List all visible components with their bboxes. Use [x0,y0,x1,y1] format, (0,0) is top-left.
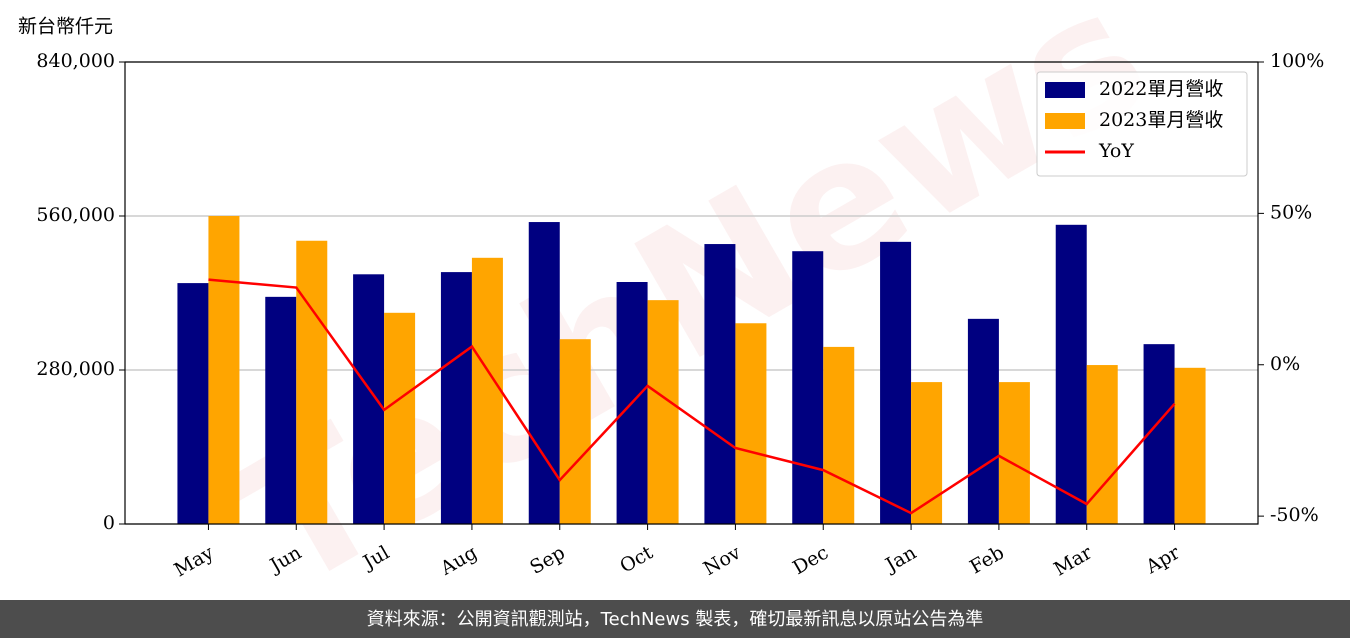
bar [704,244,736,525]
x-tick-label: Jan [880,542,920,578]
y2-tick-label: 0% [1270,353,1300,375]
legend-swatch [1045,82,1085,98]
x-tick-label: Sep [526,542,569,579]
x-tick-label: Apr [1141,541,1184,578]
y-tick-label: 0 [103,512,115,534]
bar [998,382,1030,524]
bar [559,339,591,524]
bar [440,272,472,524]
bar [384,312,416,524]
legend-label: 2023單月營收 [1099,109,1223,131]
bar [296,240,328,524]
y-tick-label: 560,000 [36,204,115,226]
x-tick-label: Feb [966,542,1008,579]
bar [967,318,999,524]
bar [1174,367,1206,524]
y2-tick-label: 50% [1270,201,1312,223]
bar [647,300,679,524]
legend-label: 2022單月營收 [1099,78,1223,100]
bar [880,241,912,524]
x-tick-label: Oct [616,541,657,577]
bar [471,257,503,524]
legend-label: YoY [1098,140,1134,162]
source-note: 資料來源：公開資訊觀測站，TechNews 製表，確切最新訊息以原站公告為準 [367,609,984,630]
legend-box [1036,71,1248,177]
bar [1055,224,1087,525]
x-tick-label: Mar [1050,541,1096,580]
y2-tick-label: 100% [1270,50,1324,72]
x-tick-label: May [170,541,217,581]
legend-swatch [1045,113,1085,129]
x-tick-label: Nov [700,541,745,580]
bar [911,382,943,524]
y-axis-label: 新台幣仟元 [18,16,113,38]
bar [177,283,209,524]
bar [265,296,297,524]
bar [353,274,385,524]
bar [528,222,560,525]
plot-frame [124,61,1259,525]
bar [792,251,824,524]
bar [823,346,855,524]
y2-tick-label: -50% [1270,504,1319,526]
y-tick-label: 280,000 [36,358,115,380]
footer-bar [0,600,1350,638]
line [208,278,1176,515]
x-tick-label: Dec [789,542,832,580]
y-tick-label: 840,000 [36,50,115,72]
bar [735,323,767,524]
bar [208,216,240,524]
